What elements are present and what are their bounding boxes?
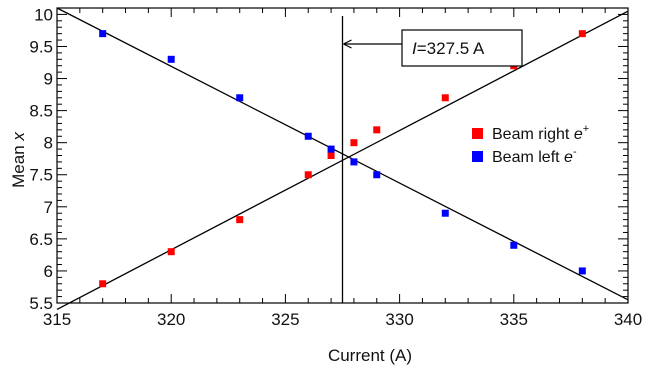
annotation-value: =327.5 A [417,39,485,58]
y-tick-label: 5.5 [29,294,53,313]
legend-swatch-beam-right [472,128,483,139]
point-beam-right [373,126,381,134]
annotation-label: I=327.5 A [412,39,485,58]
point-beam-right [236,216,244,224]
point-beam-right [167,248,175,256]
point-beam-left [441,209,449,217]
point-beam-right [99,280,107,288]
annotation-var: I [412,39,417,58]
y-tick-label: 10 [34,5,53,24]
y-tick-label: 7.5 [29,166,53,185]
y-tick-label: 9 [44,70,53,89]
legend-beam-left-var: e [564,149,573,166]
x-tick-label: 320 [157,310,185,329]
point-beam-left [327,145,335,153]
point-beam-right [578,30,586,38]
point-beam-right [304,171,312,179]
point-beam-left [373,171,381,179]
point-beam-right [327,152,335,159]
point-beam-left [578,267,586,275]
legend-label-beam-left: Beam left e- [492,146,577,166]
legend-label-beam-right: Beam right e+ [492,123,589,143]
point-beam-left [350,158,358,166]
point-beam-left [304,132,312,140]
annotation: I=327.5 A [343,29,523,67]
legend-beam-right-sup: + [583,123,589,135]
legend-swatch-beam-left [472,151,483,162]
legend-beam-left-text: Beam left [492,149,564,166]
annotation-arrowhead [343,39,352,49]
data-points [99,30,586,288]
point-beam-left [510,241,518,249]
point-beam-left [236,94,244,102]
x-tick-label: 330 [385,310,413,329]
x-axis-title: Current (A) [328,346,412,365]
y-tick-label: 8.5 [29,102,53,121]
legend-beam-right-var: e [574,126,583,143]
point-beam-right [441,94,449,102]
x-tick-label: 335 [500,310,528,329]
annotation-box [401,29,523,67]
x-tick-label: 315 [43,310,71,329]
y-tick-label: 6.5 [29,230,53,249]
y-tick-label: 7 [44,198,53,217]
legend-beam-left-sup: - [573,146,577,158]
x-tick-label: 325 [271,310,299,329]
legend-beam-right-text: Beam right [492,126,574,143]
y-axis-title-text: Mean [9,141,28,188]
y-tick-label: 8 [44,134,53,153]
y-axis-title-var: x [9,132,28,142]
point-beam-left [99,30,107,38]
point-beam-left [167,55,175,63]
y-tick-label: 9.5 [29,37,53,56]
y-tick-label: 6 [44,262,53,281]
point-beam-right [350,139,358,147]
y-axis-title: Mean x [9,132,28,188]
legend: Beam right e+ Beam left e- [472,123,589,166]
x-tick-label: 340 [614,310,642,329]
